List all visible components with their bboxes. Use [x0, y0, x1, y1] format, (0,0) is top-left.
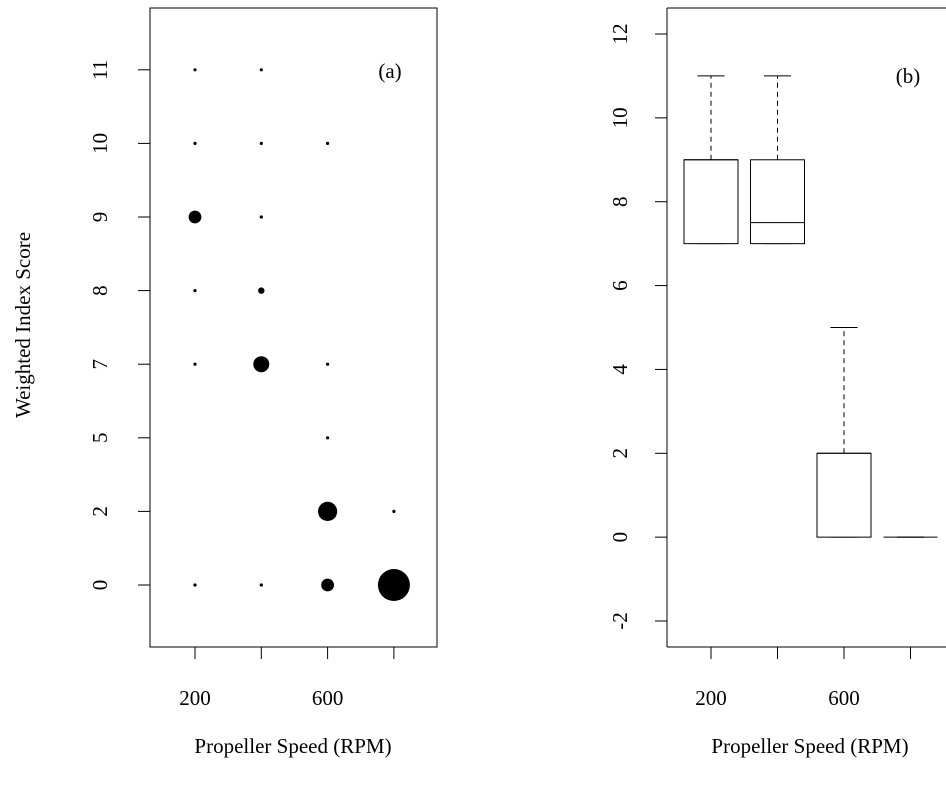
box: [683, 159, 739, 245]
x-tick-label: 200: [695, 686, 727, 710]
bubble: [258, 287, 265, 294]
bubble: [193, 289, 197, 293]
outlier: [839, 113, 849, 123]
bubble: [193, 141, 197, 145]
bubble: [321, 578, 334, 592]
y-tick-label: 10: [88, 133, 112, 154]
bubble: [188, 210, 202, 224]
y-tick-label: 4: [608, 364, 632, 375]
x-tick-label: 200: [179, 686, 211, 710]
box: [750, 159, 805, 245]
outlier: [706, 532, 716, 542]
y-tick-label: 2: [88, 506, 112, 517]
y-tick-label: 8: [608, 196, 632, 207]
y-tick-label: 10: [608, 107, 632, 128]
x-tick-label: 600: [828, 686, 860, 710]
panel-label: (b): [896, 64, 921, 88]
bubble: [259, 583, 263, 587]
plot-frame: [149, 7, 438, 648]
bubble: [253, 356, 270, 373]
y-tick-label: 12: [608, 23, 632, 44]
bubble: [326, 362, 330, 366]
panel-label: (a): [378, 59, 401, 83]
y-tick-label: 5: [88, 433, 112, 444]
y-tick-label: 0: [88, 580, 112, 591]
bubble: [377, 569, 410, 601]
box: [816, 452, 872, 538]
x-tick-label: 600: [312, 686, 344, 710]
y-axis-title: Weighted Index Score: [11, 232, 35, 418]
bubble: [318, 501, 338, 521]
bubble: [392, 509, 396, 513]
y-tick-label: 11: [88, 60, 112, 80]
y-tick-label: 0: [608, 532, 632, 543]
bubble: [193, 362, 197, 366]
bubble: [193, 583, 197, 587]
y-tick-label: 6: [608, 280, 632, 291]
y-tick-label: -2: [608, 612, 632, 630]
bubble: [259, 215, 263, 219]
bubble: [259, 68, 263, 72]
y-tick-label: 9: [88, 212, 112, 223]
y-tick-label: 8: [88, 285, 112, 296]
outlier: [773, 532, 783, 542]
x-axis-title: Propeller Speed (RPM): [711, 734, 908, 758]
bubble: [259, 141, 263, 145]
x-axis-title: Propeller Speed (RPM): [194, 734, 391, 758]
y-tick-label: 2: [608, 448, 632, 459]
y-tick-label: 7: [88, 359, 112, 370]
outlier: [839, 239, 849, 249]
outlier: [906, 448, 916, 458]
bubble: [193, 68, 197, 72]
bubble: [326, 141, 330, 145]
bubble: [326, 436, 330, 440]
